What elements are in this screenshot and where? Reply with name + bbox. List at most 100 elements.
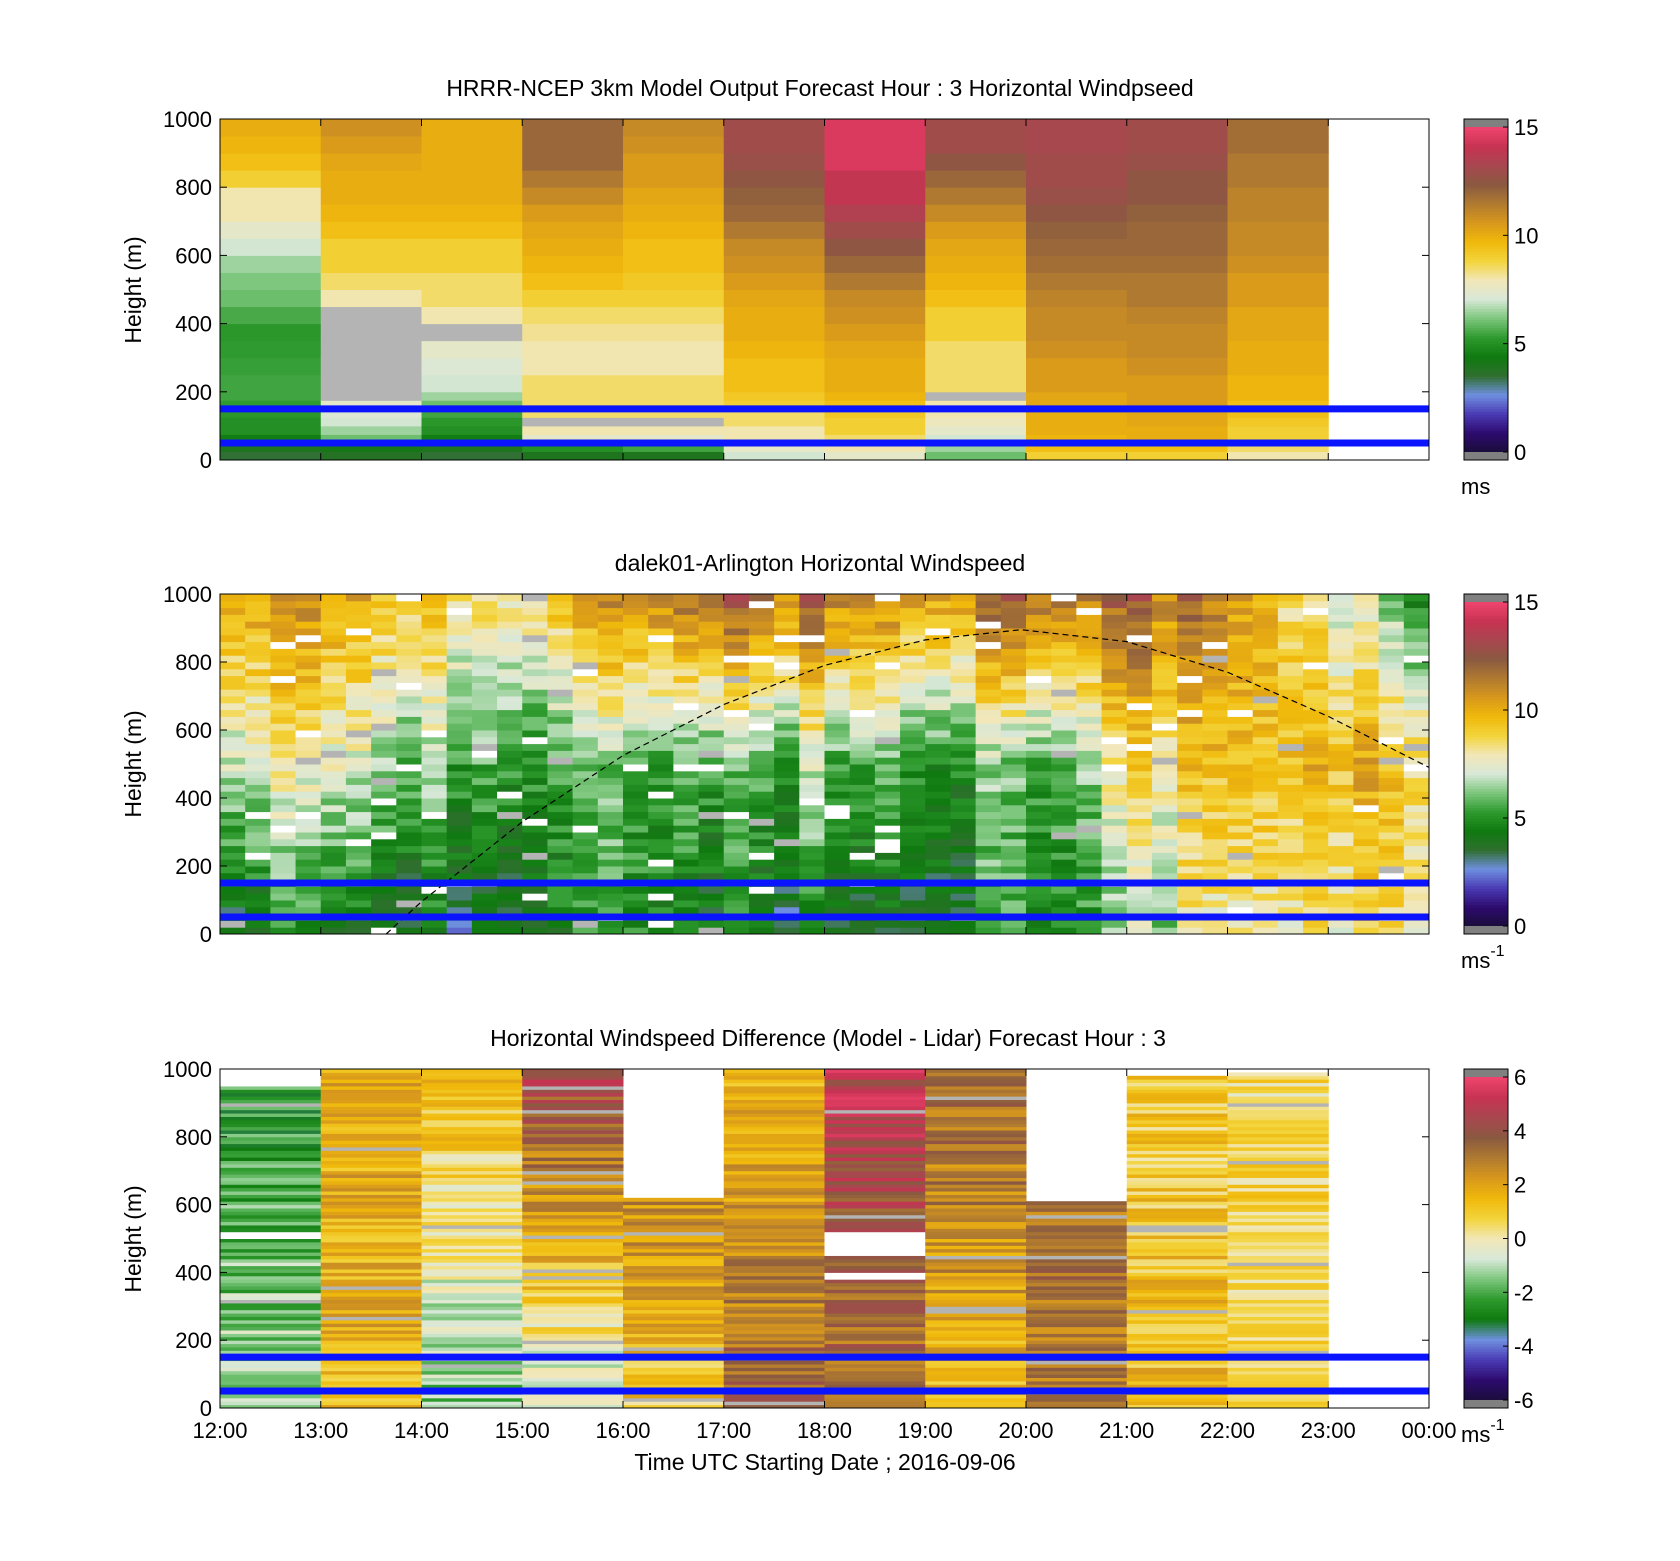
heatmap-cell bbox=[446, 702, 473, 711]
heatmap-cell bbox=[1051, 614, 1077, 622]
heatmap-cell bbox=[270, 696, 297, 704]
heatmap-cell bbox=[748, 832, 775, 840]
colorbar-swatch bbox=[1464, 1356, 1508, 1361]
heatmap-cell bbox=[1126, 1374, 1228, 1378]
heatmap-cell bbox=[1151, 784, 1178, 792]
heatmap-cell bbox=[522, 1248, 624, 1253]
colorbar-swatch bbox=[1464, 327, 1508, 331]
heatmap-cell bbox=[320, 187, 422, 205]
heatmap-cell bbox=[572, 852, 599, 860]
heatmap-cell bbox=[1403, 702, 1430, 711]
heatmap-cell bbox=[748, 634, 775, 643]
heatmap-cell bbox=[623, 1272, 725, 1277]
colorbar-swatch bbox=[1464, 289, 1508, 293]
heatmap-cell bbox=[1227, 289, 1329, 308]
heatmap-cell bbox=[320, 1292, 422, 1297]
heatmap-cell bbox=[1126, 1204, 1228, 1209]
colorbar-tick-label: 0 bbox=[1514, 1227, 1526, 1252]
heatmap-cell bbox=[446, 716, 473, 724]
heatmap-cell bbox=[1202, 648, 1228, 656]
heatmap-cell bbox=[421, 1326, 523, 1331]
heatmap-cell bbox=[547, 723, 574, 731]
heatmap-cell bbox=[1227, 1333, 1329, 1338]
heatmap-cell bbox=[1227, 634, 1254, 643]
heatmap-cell bbox=[522, 1143, 624, 1148]
heatmap-cell bbox=[421, 866, 448, 874]
colorbar-swatch bbox=[1464, 1281, 1508, 1285]
colorbar-swatch bbox=[1464, 901, 1508, 905]
heatmap-cell bbox=[1227, 628, 1254, 636]
heatmap-cell bbox=[824, 153, 926, 171]
heatmap-cell bbox=[547, 614, 574, 622]
heatmap-cell bbox=[245, 900, 271, 908]
heatmap-cell bbox=[975, 872, 1002, 881]
colorbar-swatch bbox=[1464, 1219, 1508, 1223]
colorbar-swatch bbox=[1464, 1160, 1508, 1164]
heatmap-cell bbox=[421, 1089, 523, 1094]
heatmap-cell bbox=[522, 886, 548, 894]
heatmap-cell bbox=[648, 818, 674, 826]
x-tick-label: 20:00 bbox=[998, 1418, 1053, 1443]
heatmap-cell bbox=[1378, 770, 1405, 779]
heatmap-cell bbox=[547, 709, 574, 717]
heatmap-cell bbox=[623, 1207, 725, 1212]
heatmap-cell bbox=[950, 777, 977, 785]
heatmap-cell bbox=[446, 838, 473, 847]
heatmap-cell bbox=[522, 655, 548, 663]
heatmap-cell bbox=[396, 614, 422, 622]
colorbar-swatch bbox=[1464, 1243, 1508, 1248]
heatmap-cell bbox=[925, 1336, 1027, 1341]
heatmap-cell bbox=[245, 825, 271, 833]
heatmap-cell bbox=[522, 238, 624, 256]
colorbar-swatch bbox=[1464, 405, 1508, 410]
heatmap-cell bbox=[1328, 628, 1354, 636]
colorbar-swatch bbox=[1464, 435, 1508, 440]
heatmap-cell bbox=[723, 1221, 825, 1226]
heatmap-cell bbox=[774, 838, 800, 847]
y-tick-label: 1000 bbox=[163, 582, 212, 607]
heatmap-cell bbox=[1076, 859, 1103, 867]
colorbar-swatch bbox=[1464, 696, 1508, 700]
heatmap-cell bbox=[824, 1346, 926, 1351]
heatmap-cell bbox=[1101, 614, 1128, 622]
heatmap-cell bbox=[623, 818, 649, 826]
heatmap-cell bbox=[1403, 750, 1430, 758]
heatmap-cell bbox=[975, 634, 1002, 643]
heatmap-cell bbox=[824, 434, 926, 444]
heatmap-cell bbox=[673, 838, 700, 847]
heatmap-cell bbox=[1177, 845, 1203, 853]
heatmap-cell bbox=[1026, 434, 1128, 444]
heatmap-cell bbox=[1151, 825, 1178, 833]
heatmap-cell bbox=[220, 893, 246, 901]
heatmap-cell bbox=[673, 600, 700, 609]
heatmap-cell bbox=[522, 1082, 624, 1087]
heatmap-cell bbox=[748, 675, 775, 683]
colorbar-swatch bbox=[1464, 653, 1508, 657]
heatmap-cell bbox=[1303, 702, 1329, 711]
heatmap-cell bbox=[1076, 736, 1103, 745]
heatmap-cell bbox=[1403, 628, 1430, 636]
colorbar-swatch bbox=[1464, 362, 1508, 366]
heatmap-cell bbox=[1202, 696, 1228, 704]
heatmap-cell bbox=[1126, 1340, 1228, 1345]
heatmap-cell bbox=[1151, 655, 1178, 663]
heatmap-cell bbox=[1252, 757, 1279, 765]
heatmap-cell bbox=[1227, 845, 1254, 853]
heatmap-cell bbox=[1378, 716, 1405, 724]
heatmap-cell bbox=[824, 1275, 926, 1280]
heatmap-cell bbox=[572, 770, 599, 779]
heatmap-cell bbox=[421, 1136, 523, 1141]
heatmap-cell bbox=[1227, 784, 1254, 792]
y-tick-label: 1000 bbox=[163, 1057, 212, 1082]
colorbar-swatch bbox=[1464, 192, 1508, 196]
colorbar-swatch bbox=[1464, 1278, 1508, 1283]
heatmap-cell bbox=[925, 238, 1027, 256]
heatmap-cell bbox=[723, 451, 825, 461]
heatmap-cell bbox=[320, 818, 347, 826]
heatmap-cell bbox=[1126, 1194, 1228, 1199]
heatmap-cell bbox=[1000, 770, 1027, 779]
heatmap-cell bbox=[497, 662, 523, 670]
heatmap-cell bbox=[421, 119, 523, 137]
heatmap-cell bbox=[245, 872, 271, 881]
